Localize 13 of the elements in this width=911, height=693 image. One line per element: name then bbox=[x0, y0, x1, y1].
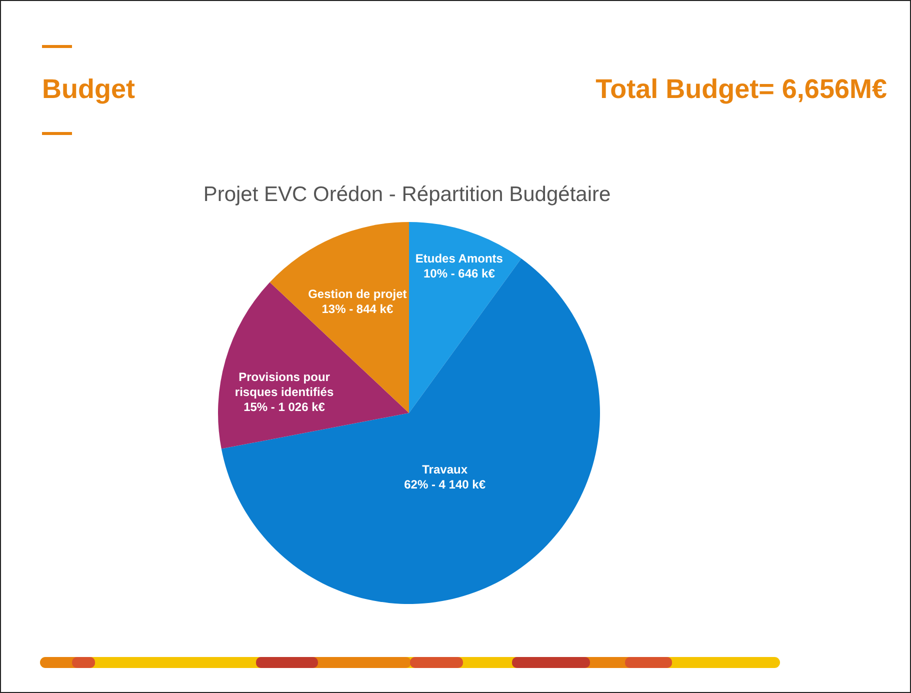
data-label: 15% - 1 026 k€ bbox=[244, 400, 326, 414]
pie-slice bbox=[218, 282, 409, 449]
pie-slice bbox=[409, 222, 522, 413]
slice-label: Provisions pour risques identifiés bbox=[234, 370, 334, 399]
data-label: 13% - 844 k€ bbox=[322, 302, 394, 316]
text: Total Budget= 6,656M€ bbox=[596, 74, 887, 104]
slice-label: Gestion de projet bbox=[308, 286, 407, 301]
chart-subtitle: Projet EVC Orédon - Répartition Budgétaire bbox=[203, 183, 611, 206]
data-label: 62% - 4 140 k€ bbox=[404, 477, 486, 492]
slice-label: Etudes Amonts bbox=[415, 252, 504, 266]
data-label: 10% - 646 k€ bbox=[423, 266, 496, 281]
slice-label: Travaux bbox=[422, 462, 468, 476]
chart-title: Budget bbox=[42, 74, 135, 104]
